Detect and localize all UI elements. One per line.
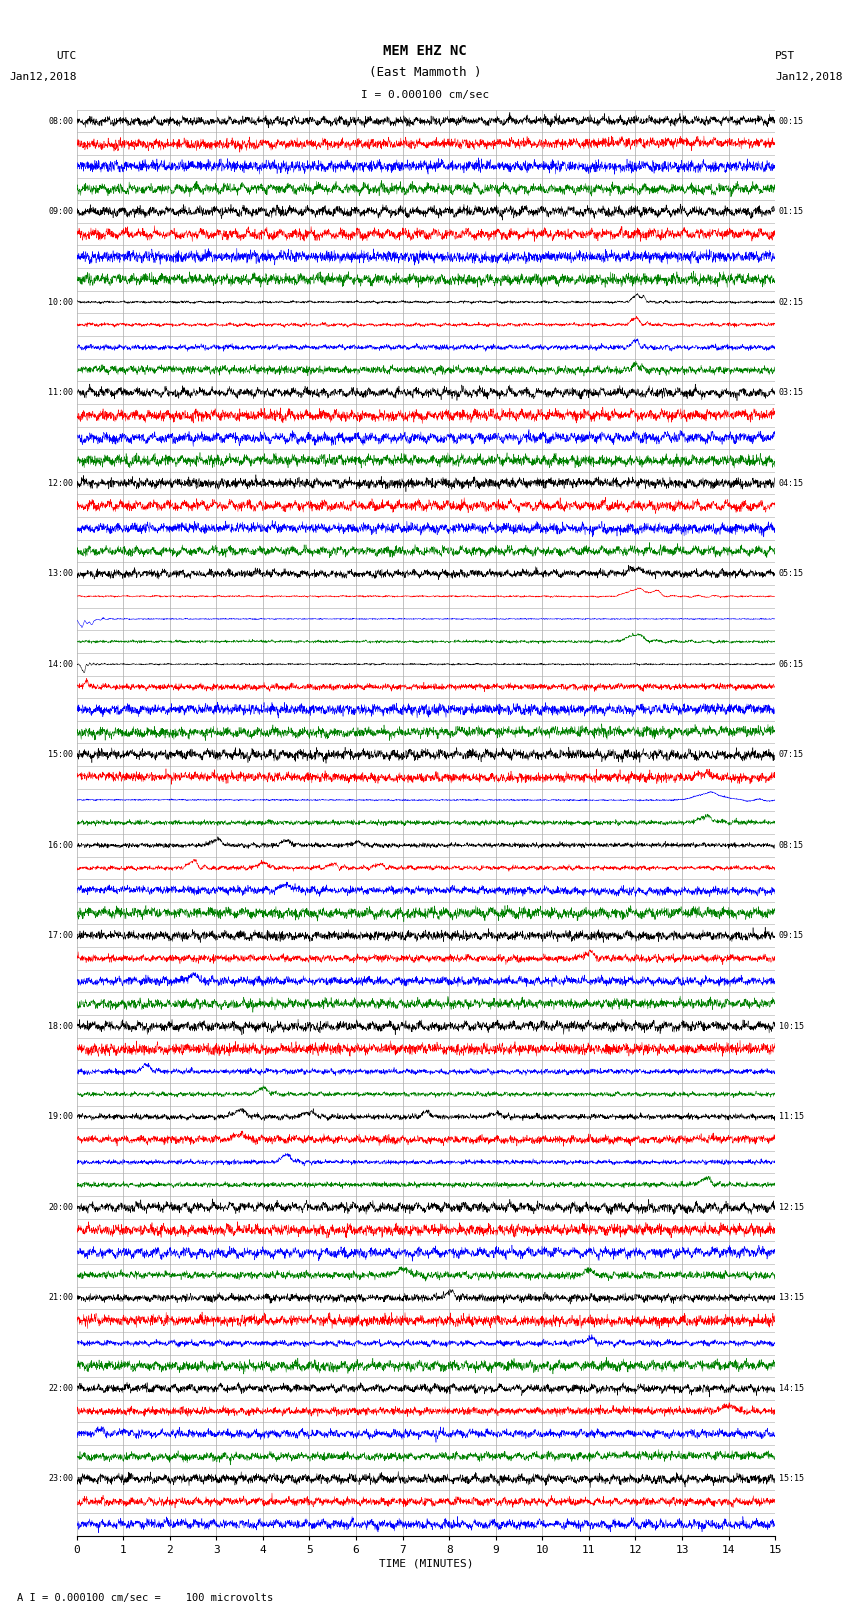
- Text: 10:00: 10:00: [48, 297, 73, 306]
- Text: 06:15: 06:15: [779, 660, 803, 669]
- Text: MEM EHZ NC: MEM EHZ NC: [383, 44, 467, 58]
- Text: 09:15: 09:15: [779, 931, 803, 940]
- Text: UTC: UTC: [56, 52, 76, 61]
- Text: 12:00: 12:00: [48, 479, 73, 487]
- Text: 15:00: 15:00: [48, 750, 73, 760]
- Text: (East Mammoth ): (East Mammoth ): [369, 66, 481, 79]
- Text: 21:00: 21:00: [48, 1294, 73, 1302]
- Text: 01:15: 01:15: [779, 206, 803, 216]
- Text: 00:15: 00:15: [779, 116, 803, 126]
- Text: I = 0.000100 cm/sec: I = 0.000100 cm/sec: [361, 90, 489, 100]
- Text: 13:00: 13:00: [48, 569, 73, 577]
- Text: 20:00: 20:00: [48, 1203, 73, 1211]
- Text: 08:15: 08:15: [779, 840, 803, 850]
- Text: PST: PST: [775, 52, 796, 61]
- X-axis label: TIME (MINUTES): TIME (MINUTES): [378, 1558, 473, 1569]
- Text: 19:00: 19:00: [48, 1113, 73, 1121]
- Text: 07:15: 07:15: [779, 750, 803, 760]
- Text: 11:00: 11:00: [48, 389, 73, 397]
- Text: 05:15: 05:15: [779, 569, 803, 577]
- Text: 14:00: 14:00: [48, 660, 73, 669]
- Text: 04:15: 04:15: [779, 479, 803, 487]
- Text: Jan12,2018: Jan12,2018: [9, 73, 76, 82]
- Text: 22:00: 22:00: [48, 1384, 73, 1394]
- Text: 10:15: 10:15: [779, 1021, 803, 1031]
- Text: 23:00: 23:00: [48, 1474, 73, 1484]
- Text: 14:15: 14:15: [779, 1384, 803, 1394]
- Text: 17:00: 17:00: [48, 931, 73, 940]
- Text: 08:00: 08:00: [48, 116, 73, 126]
- Text: 03:15: 03:15: [779, 389, 803, 397]
- Text: Jan12,2018: Jan12,2018: [775, 73, 842, 82]
- Text: 15:15: 15:15: [779, 1474, 803, 1484]
- Text: 02:15: 02:15: [779, 297, 803, 306]
- Text: 11:15: 11:15: [779, 1113, 803, 1121]
- Text: 09:00: 09:00: [48, 206, 73, 216]
- Text: 13:15: 13:15: [779, 1294, 803, 1302]
- Text: 12:15: 12:15: [779, 1203, 803, 1211]
- Text: 16:00: 16:00: [48, 840, 73, 850]
- Text: 18:00: 18:00: [48, 1021, 73, 1031]
- Text: A I = 0.000100 cm/sec =    100 microvolts: A I = 0.000100 cm/sec = 100 microvolts: [17, 1594, 273, 1603]
